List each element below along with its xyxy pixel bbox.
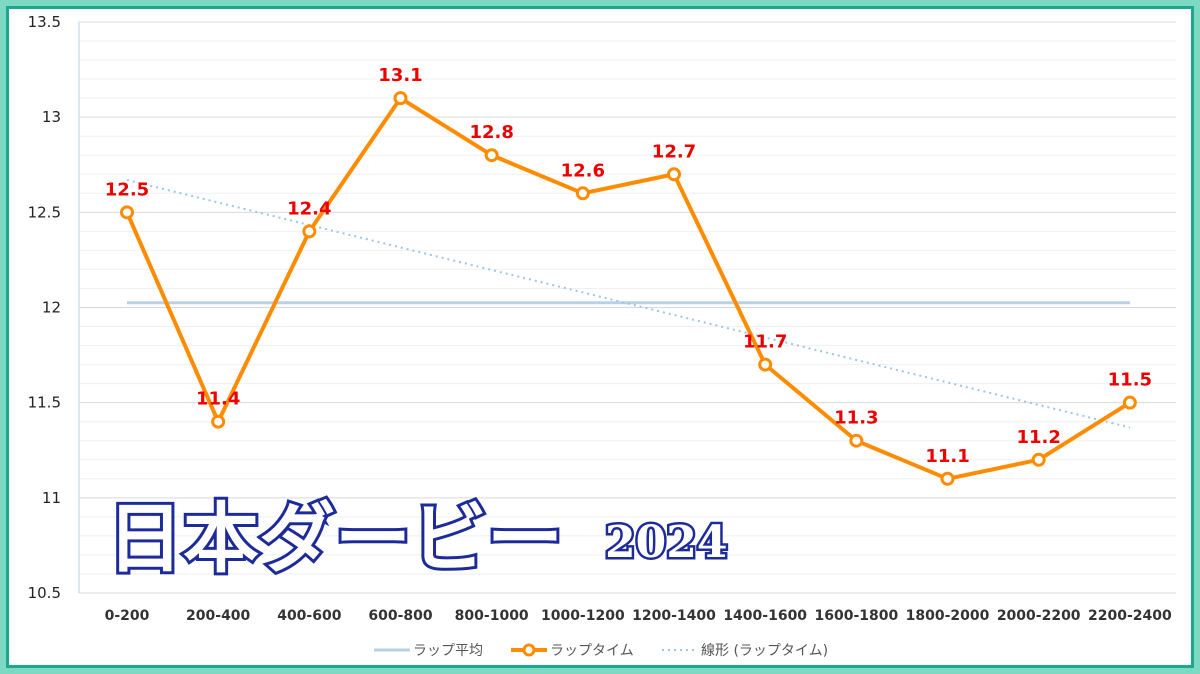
data-point [484, 148, 499, 163]
chart-title: 日本ダービー 2024 [104, 491, 730, 586]
data-point [758, 357, 773, 372]
y-tick-label: 11 [42, 489, 61, 507]
legend-item-average: ラップ平均 [374, 643, 483, 659]
legend-average-label: ラップ平均 [413, 643, 483, 659]
x-tick-label: 1400-1600 [723, 608, 807, 624]
lap-time-series-line [125, 96, 1131, 481]
data-point [940, 471, 955, 486]
data-point [211, 414, 226, 429]
data-label: 12.4 [287, 198, 331, 219]
title-year: 2024 [605, 517, 727, 568]
data-point [667, 167, 682, 182]
data-label: 12.5 [105, 179, 149, 200]
x-tick-labels: 0-200 200-400 400-600 600-800 800-1000 1000-1… [105, 608, 1172, 624]
data-label: 13.1 [378, 65, 422, 86]
x-tick-label: 2000-2200 [997, 608, 1081, 624]
data-labels: 12.5 11.4 12.4 13.1 12.8 12.6 12.7 11.7 11.3 11.1… [105, 65, 1152, 467]
x-tick-label: 200-400 [186, 608, 251, 624]
data-label: 11.7 [743, 332, 787, 353]
y-tick-labels: 10.5 11 11.5 12 12.5 13 13.5 [28, 13, 61, 602]
x-tick-label: 1200-1400 [632, 608, 716, 624]
data-label: 11.2 [1016, 427, 1060, 448]
data-label: 12.7 [652, 141, 696, 162]
legend-lap-time-label: ラップタイム [550, 643, 634, 659]
y-tick-label: 12.5 [28, 203, 61, 221]
data-point [302, 224, 317, 239]
data-label: 11.5 [1108, 370, 1152, 391]
title-main: 日本ダービー [107, 494, 563, 583]
trendline [126, 179, 1131, 429]
data-label: 12.8 [469, 122, 513, 143]
data-point [120, 205, 134, 220]
data-point [393, 91, 408, 106]
y-tick-label: 11.5 [28, 394, 61, 412]
legend-item-trendline: 線形 (ラップタイム) [662, 643, 828, 659]
x-tick-label: 0-200 [105, 608, 150, 624]
data-point [849, 433, 864, 448]
chart-frame: 10.5 11 11.5 12 12.5 13 13.5 0-200 200-400 400-6… [6, 6, 1194, 668]
data-label: 11.4 [196, 389, 240, 410]
lap-time-points [120, 91, 1137, 486]
legend: ラップ平均 ラップタイム 線形 (ラップタイム) [374, 643, 828, 659]
data-label: 11.1 [925, 446, 969, 467]
y-tick-label: 12 [42, 299, 61, 317]
gridlines [79, 21, 1176, 594]
x-tick-label: 400-600 [277, 608, 342, 624]
y-tick-label: 13 [42, 108, 61, 126]
data-point [1122, 395, 1137, 410]
lap-time-chart: 10.5 11 11.5 12 12.5 13 13.5 0-200 200-400 400-6… [28, 13, 1176, 659]
x-tick-label: 1800-2000 [906, 608, 990, 624]
data-label: 11.3 [834, 408, 878, 429]
x-tick-label: 600-800 [368, 608, 433, 624]
y-tick-label: 13.5 [28, 13, 61, 31]
data-label: 12.6 [561, 160, 605, 181]
legend-item-lap-time: ラップタイム [511, 643, 634, 659]
legend-trendline-label: 線形 (ラップタイム) [701, 643, 828, 659]
legend-lap-time-marker [522, 643, 536, 657]
x-tick-label: 800-1000 [455, 608, 529, 624]
y-tick-label: 10.5 [28, 584, 61, 602]
x-tick-label: 2200-2400 [1088, 608, 1172, 624]
x-tick-label: 1600-1800 [814, 608, 898, 624]
data-point [1031, 452, 1046, 467]
data-point [575, 186, 590, 201]
x-tick-label: 1000-1200 [541, 608, 625, 624]
